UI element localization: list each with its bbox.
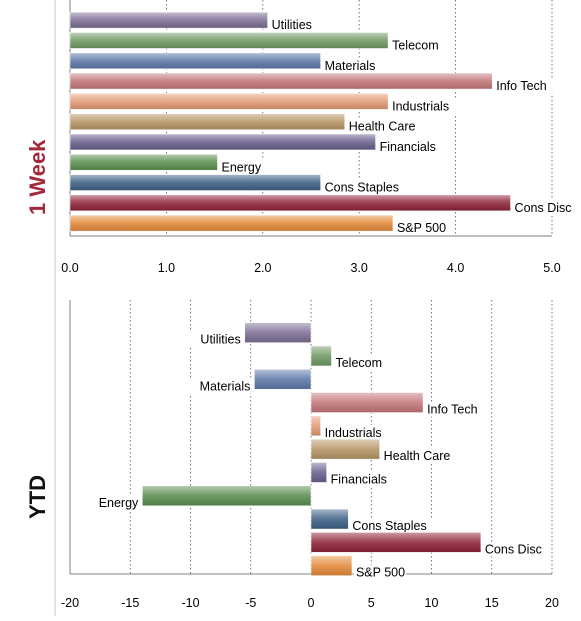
1-week-tick-label: 5.0 bbox=[543, 261, 560, 275]
ytd-tick-label: -20 bbox=[61, 596, 79, 610]
panel-label-1-week: 1 Week bbox=[25, 139, 50, 215]
1-week-label-health-care: Health Care bbox=[349, 120, 416, 134]
1-week-label-bg-materials bbox=[322, 57, 389, 73]
ytd-bar-shine-industrials bbox=[311, 415, 321, 436]
ytd-label-bg-industrials bbox=[322, 424, 402, 440]
ytd-bar-shine-energy bbox=[142, 485, 311, 506]
1-week-label-bg-industrials bbox=[390, 98, 469, 114]
ytd-label-materials: Materials bbox=[200, 379, 251, 393]
ytd-label-bg-info-tech bbox=[425, 401, 491, 417]
ytd-tick-label: -10 bbox=[181, 596, 199, 610]
1-week-label-cons-disc: Cons Disc bbox=[515, 201, 572, 215]
ytd-label-bg-telecom bbox=[333, 354, 386, 370]
1-week-bar-shine-industrials bbox=[70, 93, 389, 110]
ytd-bar-shine-info-tech bbox=[311, 392, 424, 413]
1-week-label-financials: Financials bbox=[380, 140, 436, 154]
ytd-label-cons-staples: Cons Staples bbox=[352, 519, 426, 533]
1-week-label-sandp-500: S&P 500 bbox=[397, 221, 446, 235]
1-week-tick-label: 4.0 bbox=[447, 261, 464, 275]
1-week-bar-shine-financials bbox=[70, 133, 376, 150]
ytd-label-bg-financials bbox=[328, 471, 401, 487]
ytd-bar-shine-materials bbox=[254, 369, 311, 390]
1-week-label-info-tech: Info Tech bbox=[496, 79, 547, 93]
ytd-label-industrials: Industrials bbox=[325, 426, 382, 440]
1-week-tick-label: 3.0 bbox=[351, 261, 368, 275]
ytd-label-bg-health-care bbox=[381, 448, 461, 464]
ytd-label-bg-materials bbox=[186, 378, 253, 394]
ytd-bar-shine-cons-disc bbox=[311, 532, 481, 553]
1-week-label-cons-staples: Cons Staples bbox=[325, 181, 399, 195]
ytd-bar-shine-health-care bbox=[311, 439, 380, 460]
ytd-label-bg-cons-staples bbox=[350, 518, 436, 534]
ytd-bar-shine-sandp-500 bbox=[311, 555, 352, 576]
ytd-tick-label: -15 bbox=[121, 596, 139, 610]
1-week-tick-label: 0.0 bbox=[61, 261, 78, 275]
1-week-label-bg-cons-staples bbox=[322, 179, 408, 195]
1-week-label-bg-health-care bbox=[346, 118, 426, 134]
1-week-bar-shine-materials bbox=[70, 52, 321, 69]
1-week-tick-label: 2.0 bbox=[254, 261, 271, 275]
1-week-bar-shine-utilities bbox=[70, 12, 268, 29]
ytd-tick-label: 10 bbox=[425, 596, 439, 610]
ytd-bar-shine-financials bbox=[311, 462, 327, 483]
1-week-label-industrials: Industrials bbox=[392, 99, 449, 113]
ytd-label-sandp-500: S&P 500 bbox=[356, 566, 405, 580]
ytd-tick-label: 5 bbox=[368, 596, 375, 610]
ytd-tick-label: 0 bbox=[308, 596, 315, 610]
ytd-label-energy: Energy bbox=[99, 496, 139, 510]
1-week-bar-shine-telecom bbox=[70, 32, 389, 49]
1-week-label-bg-financials bbox=[377, 138, 450, 154]
1-week-bar-shine-info-tech bbox=[70, 73, 493, 90]
1-week-bar-shine-cons-disc bbox=[70, 194, 511, 211]
1-week-bar-shine-health-care bbox=[70, 113, 345, 130]
ytd-tick-label: -5 bbox=[245, 596, 256, 610]
panel-label-ytd: YTD bbox=[25, 475, 50, 519]
ytd-label-bg-utilities bbox=[177, 331, 243, 347]
ytd-label-bg-cons-disc bbox=[482, 541, 549, 557]
1-week-label-bg-energy bbox=[219, 159, 266, 175]
1-week-label-utilities: Utilities bbox=[272, 18, 312, 32]
ytd-bar-shine-cons-staples bbox=[311, 509, 349, 530]
ytd-label-financials: Financials bbox=[331, 472, 387, 486]
1-week-bar-shine-energy bbox=[70, 154, 218, 171]
1-week-label-materials: Materials bbox=[325, 59, 376, 73]
ytd-tick-label: 20 bbox=[545, 596, 559, 610]
1-week-label-energy: Energy bbox=[221, 160, 261, 174]
ytd-label-telecom: Telecom bbox=[335, 356, 382, 370]
ytd-bar-shine-telecom bbox=[311, 345, 332, 366]
ytd-label-health-care: Health Care bbox=[384, 449, 451, 463]
ytd-label-utilities: Utilities bbox=[200, 333, 240, 347]
ytd-label-info-tech: Info Tech bbox=[427, 403, 478, 417]
1-week-tick-label: 1.0 bbox=[158, 261, 175, 275]
1-week-bar-shine-sandp-500 bbox=[70, 215, 393, 232]
1-week-label-bg-cons-disc bbox=[512, 199, 578, 215]
1-week-label-bg-info-tech bbox=[494, 78, 560, 94]
1-week-label-bg-sandp-500 bbox=[394, 220, 448, 236]
1-week-label-telecom: Telecom bbox=[392, 38, 439, 52]
ytd-label-cons-disc: Cons Disc bbox=[485, 542, 542, 556]
ytd-tick-label: 15 bbox=[485, 596, 499, 610]
ytd-label-bg-energy bbox=[94, 494, 141, 510]
1-week-label-bg-utilities bbox=[269, 17, 336, 33]
1-week-bar-shine-cons-staples bbox=[70, 174, 321, 191]
1-week-label-bg-telecom bbox=[390, 37, 443, 53]
ytd-label-bg-sandp-500 bbox=[353, 564, 407, 580]
ytd-bar-shine-utilities bbox=[244, 322, 311, 343]
